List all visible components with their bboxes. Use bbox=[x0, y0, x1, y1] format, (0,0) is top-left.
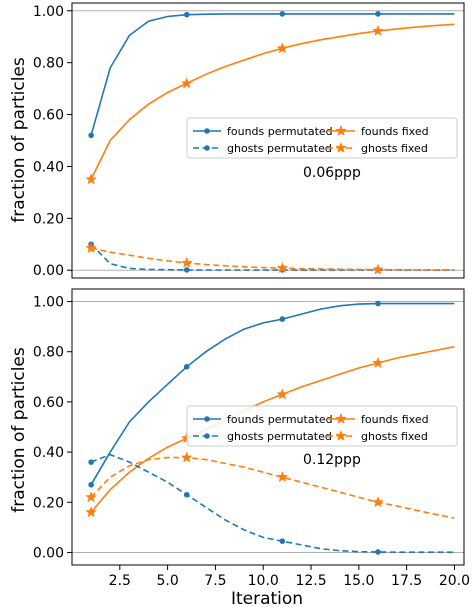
data-point-marker bbox=[183, 363, 190, 370]
legend-label: ghosts fixed bbox=[361, 142, 428, 155]
y-tick-label: 0.00 bbox=[33, 545, 64, 561]
y-axis-label-bottom: fraction of particles bbox=[9, 347, 29, 513]
legend-label: founds permutated bbox=[227, 125, 333, 138]
series-line-founds-permutated bbox=[90, 13, 455, 136]
data-point-marker bbox=[375, 549, 381, 555]
data-point-marker bbox=[85, 506, 98, 518]
data-point-marker bbox=[88, 132, 94, 139]
series-line-founds-permutated bbox=[90, 302, 455, 486]
y-axis-label-top: fraction of particles bbox=[9, 57, 29, 223]
data-point-marker bbox=[183, 267, 190, 273]
x-tick-label: 10.0 bbox=[248, 573, 279, 589]
data-point-marker bbox=[183, 11, 190, 18]
legend: founds permutated founds fixed ghosts perm… bbox=[186, 117, 458, 159]
data-point-marker bbox=[372, 263, 384, 275]
legend-label: ghosts permutated bbox=[227, 142, 332, 155]
y-tick-label: 0.80 bbox=[33, 345, 64, 361]
bottom-chart-panel: 0.00 0.20 0.40 0.60 0.80 1.00 2.5 5.0 7.5 10.0 12.… bbox=[33, 288, 470, 589]
y-tick-label: 0.40 bbox=[33, 445, 64, 461]
series-line-ghosts-fixed bbox=[90, 247, 455, 271]
data-point-marker bbox=[180, 256, 193, 268]
annotation-text: 0.06ppp bbox=[303, 165, 361, 181]
legend-label: founds permutated bbox=[227, 413, 333, 426]
x-tick-label: 15.0 bbox=[343, 573, 374, 589]
series-line-founds-fixed bbox=[90, 345, 455, 513]
data-point-marker bbox=[88, 481, 94, 488]
data-point-marker bbox=[279, 538, 286, 544]
legend-marker bbox=[335, 141, 347, 153]
top-chart-panel: 0.00 0.20 0.40 0.60 0.80 1.00 founds permutate… bbox=[33, 2, 465, 279]
data-point-marker bbox=[372, 496, 384, 508]
series-line-ghosts-fixed bbox=[90, 456, 455, 519]
data-point-marker bbox=[183, 491, 190, 498]
legend-label: ghosts fixed bbox=[361, 430, 428, 443]
legend-label: founds fixed bbox=[361, 125, 429, 138]
data-point-marker bbox=[276, 42, 289, 54]
series-line-ghosts-permutated bbox=[90, 243, 455, 271]
data-point-marker bbox=[371, 356, 384, 369]
data-point-marker bbox=[276, 388, 289, 400]
x-tick-label: 7.5 bbox=[204, 573, 226, 589]
legend-marker bbox=[335, 412, 347, 424]
x-tick-label: 17.5 bbox=[391, 573, 422, 589]
legend-marker bbox=[335, 124, 347, 136]
y-tick-label: 0.00 bbox=[33, 263, 64, 279]
y-tick-label: 0.60 bbox=[33, 395, 64, 411]
data-point-marker bbox=[375, 300, 381, 307]
x-tick-label: 5.0 bbox=[156, 573, 178, 589]
x-axis-label: Iteration bbox=[231, 589, 303, 607]
y-tick-label: 0.60 bbox=[33, 108, 64, 124]
legend-label: ghosts permutated bbox=[227, 430, 332, 443]
legend-marker bbox=[204, 433, 210, 439]
data-point-marker bbox=[371, 24, 384, 37]
annotation-text: 0.12ppp bbox=[303, 452, 361, 468]
axes-frame bbox=[71, 2, 465, 279]
data-point-marker bbox=[375, 11, 381, 17]
legend-marker bbox=[204, 416, 210, 422]
y-tick-label: 1.00 bbox=[33, 4, 64, 20]
data-point-marker bbox=[85, 173, 98, 185]
legend-marker bbox=[204, 145, 210, 151]
x-tick-label: 12.5 bbox=[295, 573, 326, 589]
legend-box bbox=[186, 117, 458, 159]
data-point-marker bbox=[276, 470, 289, 483]
series-line-founds-fixed bbox=[90, 23, 455, 180]
legend-box bbox=[186, 405, 458, 447]
axes-frame bbox=[71, 288, 465, 566]
legend: founds permutated founds fixed ghosts perm… bbox=[186, 405, 458, 447]
data-point-marker bbox=[180, 451, 193, 463]
legend-label: founds fixed bbox=[361, 413, 429, 426]
data-point-marker bbox=[88, 459, 94, 465]
x-tick-label: 20.0 bbox=[439, 573, 470, 589]
legend-marker bbox=[335, 429, 347, 441]
data-point-marker bbox=[85, 491, 98, 503]
series-line-ghosts-permutated bbox=[90, 453, 455, 554]
data-point-marker bbox=[279, 316, 286, 322]
data-point-marker bbox=[180, 77, 193, 89]
y-tick-label: 0.20 bbox=[33, 495, 64, 511]
y-tick-label: 0.20 bbox=[33, 211, 64, 227]
data-point-marker bbox=[85, 241, 98, 254]
data-point-marker bbox=[276, 261, 289, 274]
y-tick-label: 1.00 bbox=[33, 295, 64, 311]
x-tick-label: 2.5 bbox=[109, 573, 131, 589]
legend-marker bbox=[204, 128, 210, 134]
data-point-marker bbox=[279, 11, 286, 17]
y-tick-label: 0.40 bbox=[33, 159, 64, 175]
y-tick-label: 0.80 bbox=[33, 56, 64, 72]
